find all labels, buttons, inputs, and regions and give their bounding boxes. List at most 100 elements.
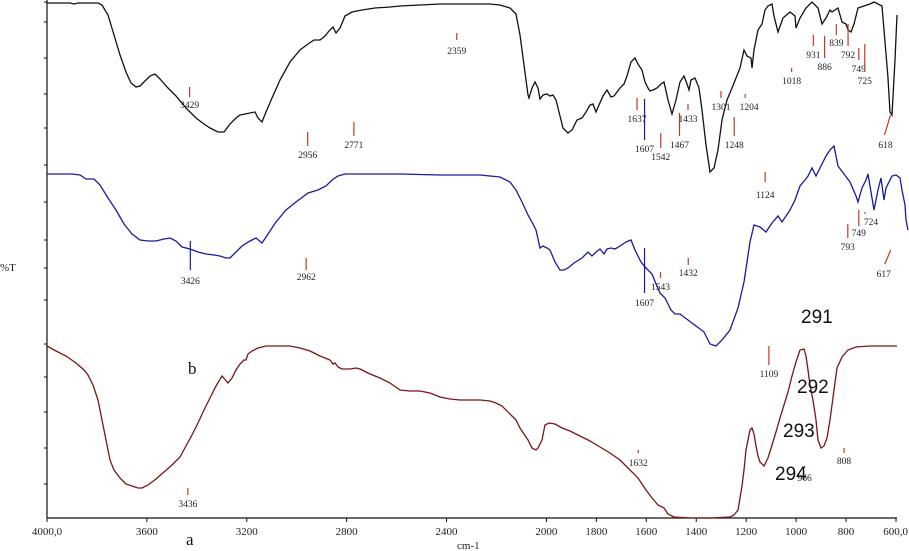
peak-label: 1467 [670,141,689,151]
peak-marker-1204: 1204 [740,94,759,113]
peak-marker-931: 931 [806,35,821,61]
peak-marker-3436: 3436 [178,488,198,510]
peak-label: 1637 [628,115,647,125]
x-tick-label: 1800 [585,526,608,538]
annotation-293: 293 [783,421,815,442]
peak-label: 2956 [298,151,317,161]
peak-marker-724: 724 [864,212,879,228]
x-tick-label: 1400 [685,526,708,538]
x-axis-ticks: 4000,0 3600 3200 2800 2400 2000 1800 1600 1400 12… [32,518,909,538]
peak-label: 3429 [180,101,199,111]
peak-label: 3436 [178,500,197,510]
peak-marker-1124: 1124 [756,172,775,201]
x-tick-label: 3200 [236,526,259,538]
peak-marker-1607: 1607 [635,99,654,155]
peak-label: 618 [878,141,893,151]
x-tick-label: 4000,0 [32,526,63,538]
peak-label: 1301 [711,103,730,113]
annotation-294: 294 [775,464,807,485]
peak-marker-3426: 3426 [181,241,200,287]
x-tick-label: 1200 [735,526,758,538]
peak-label: 1607 [635,299,654,309]
peak-label: 3426 [181,277,200,287]
x-tick-label: 800 [838,526,855,538]
peak-label: 1542 [651,153,670,163]
peak-label: 792 [841,51,856,61]
peak-marker-966: 966 [797,466,812,484]
peak-marker-2956: 2956 [298,132,317,161]
peak-marker-2771: 2771 [344,122,364,151]
peak-label: 839 [829,39,844,49]
peak-marker-2359: 2359 [447,33,467,57]
peak-label: 1432 [679,269,698,279]
peak-label: 1607 [635,145,654,155]
peak-marker-1467: 1467 [670,113,689,151]
annotation-291: 291 [801,307,833,328]
peak-markers: 3429295627712359163716071542146714331301… [178,24,893,510]
peak-label: 2359 [447,47,466,57]
y-axis-title: %T [0,262,16,274]
peak-label: 966 [797,474,812,484]
spectrum-letter-b: b [188,359,197,378]
peak-marker-749: 749 [852,210,867,239]
peak-label: 793 [841,243,856,253]
peak-label: 1124 [756,191,775,201]
x-axis-title: cm-1 [457,540,480,551]
x-axis: 4000,0 3600 3200 2800 2400 2000 1800 1600 1400 12… [32,517,909,538]
x-tick-label: 600,0 [883,526,908,538]
x-tick-label: 3600 [136,526,159,538]
spectrum-middle-line [47,144,909,347]
peak-label: 1109 [760,370,779,380]
peak-label: 886 [817,63,832,73]
peak-marker-886: 886 [817,36,832,73]
peak-label: 749 [852,229,867,239]
peak-marker-1433: 1433 [678,104,698,125]
peak-label: 749 [852,65,867,75]
peak-label: 2771 [344,141,363,151]
x-tick-label: 1600 [635,526,658,538]
peak-label: 1204 [740,103,759,113]
peak-label: 1018 [782,77,801,87]
peak-marker-839: 839 [829,24,844,49]
peak-marker-1637: 1637 [628,98,647,125]
peak-marker-1542: 1542 [651,133,671,163]
peak-label: 1632 [629,459,648,469]
y-axis-ticks [44,1,47,485]
peak-marker-3429: 3429 [180,87,199,111]
peak-marker-1109: 1109 [760,346,779,380]
peak-label: 725 [858,77,873,87]
peak-label: 2962 [297,273,316,283]
peak-marker-1632: 1632 [629,450,648,469]
x-tick-label: 2400 [436,526,459,538]
peak-marker-2962: 2962 [297,258,316,283]
peak-marker-1607: 1607 [635,248,654,309]
x-tick-label: 1000 [785,526,808,538]
peak-marker-1432: 1432 [679,258,698,279]
peak-marker-793: 793 [841,224,856,253]
x-tick-label: 2000 [535,526,558,538]
peak-label: 808 [837,457,852,467]
peak-label: 1248 [725,141,744,151]
peak-label: 617 [877,270,892,280]
peak-marker-1018: 1018 [782,68,801,87]
peak-marker-1543: 1543 [651,272,670,293]
peak-label: 724 [864,218,879,228]
peak-marker-617: 617 [877,249,892,280]
peak-marker-808: 808 [837,448,852,467]
peak-marker-792: 792 [841,24,856,61]
peak-marker-1301: 1301 [711,91,731,113]
peak-label: 1543 [651,283,670,293]
peak-marker-749: 749 [852,48,867,75]
x-tick-label: 2800 [336,526,359,538]
peak-marker-1248: 1248 [725,117,744,151]
y-axis [44,0,48,518]
spectrum-top-line [47,1,898,174]
peak-marker-618: 618 [878,114,893,151]
peak-label: 931 [806,51,821,61]
spectrum-letter-a: a [186,530,194,549]
annotation-292: 292 [797,377,829,398]
spectrum-bottom-line [46,345,897,519]
peak-label: 1433 [678,115,697,125]
peak-marker-725: 725 [858,44,873,87]
